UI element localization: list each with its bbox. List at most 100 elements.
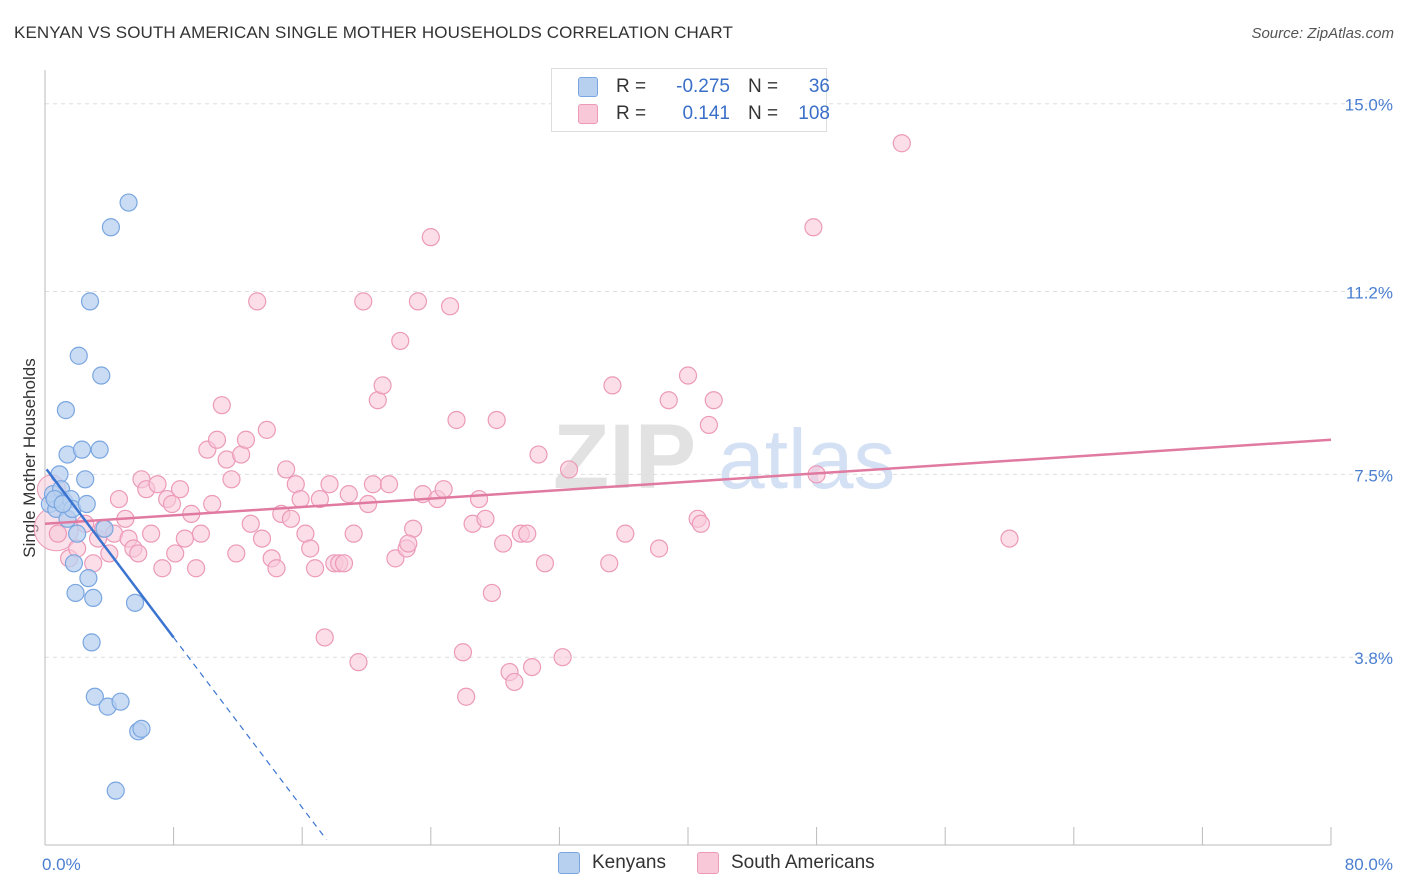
south-americans-point: [373, 376, 392, 395]
y-tick-label: 7.5%: [1354, 466, 1393, 485]
south-americans-point: [315, 628, 334, 647]
south-americans-point: [691, 514, 710, 533]
legend-item-kenyans[interactable]: Kenyans: [558, 852, 666, 874]
south-americans-point: [379, 475, 399, 494]
south-americans-point: [363, 475, 383, 494]
y-tick-label: 11.2%: [1346, 284, 1393, 303]
south-americans-point: [616, 524, 635, 543]
r-label: R =: [616, 76, 647, 97]
south-americans-point: [153, 559, 172, 578]
south-americans-point: [175, 529, 194, 548]
x-tick-marks: [173, 827, 1332, 845]
south-americans-point: [291, 489, 310, 509]
south-americans-point: [310, 489, 329, 509]
n-label: N =: [748, 76, 779, 97]
kenyans-point: [80, 292, 100, 311]
south-americans-point: [354, 292, 373, 311]
south-americans-point: [148, 475, 167, 494]
legend-row-kenyans: R = -0.275 N = 36: [578, 75, 830, 99]
watermark: ZIP atlas: [553, 406, 895, 508]
kenyans-point: [76, 470, 95, 489]
south-americans-point: [603, 376, 622, 395]
south-americans-point: [399, 534, 418, 553]
south-americans-point: [447, 410, 466, 430]
south-americans-point: [339, 485, 358, 504]
south-americans-point: [440, 297, 460, 316]
x-tick-labels: 0.0% 80.0%: [42, 855, 1393, 874]
south-americans-point: [487, 410, 506, 430]
south-americans-point: [162, 494, 182, 514]
kenyans-point: [72, 440, 92, 459]
south-americans-point: [699, 415, 718, 435]
series-legend: Kenyans South Americans: [0, 852, 1406, 876]
south-americans-point: [141, 524, 161, 543]
south-americans-point: [281, 509, 301, 528]
south-americans-point: [320, 475, 339, 494]
r-value: 0.141: [682, 103, 730, 124]
south-americans-point: [207, 430, 227, 449]
south-americans-point: [1000, 529, 1019, 548]
south-americans-point: [166, 544, 185, 563]
south-americans-point: [48, 524, 67, 543]
gridlines: [45, 103, 1392, 658]
kenyans-point: [119, 193, 138, 212]
south-americans-point: [649, 539, 669, 558]
south-americans-point: [203, 494, 222, 514]
kenyans-point: [132, 719, 151, 738]
kenyans-point: [92, 366, 111, 385]
kenyans-trend-line: [45, 468, 175, 639]
south-americans-point: [482, 583, 501, 603]
south-americans-point: [334, 554, 354, 573]
watermark-zip: ZIP: [553, 406, 696, 508]
south-americans-point: [559, 460, 579, 479]
kenyans-point: [82, 633, 101, 652]
south-americans-point: [257, 420, 276, 439]
south-americans-point: [267, 559, 286, 578]
kenyans-point: [64, 554, 84, 573]
kenyans-point: [90, 440, 109, 459]
south-americans-trend-line: [44, 438, 1332, 526]
south-americans-point: [704, 391, 723, 410]
trend-lines: [44, 438, 1332, 840]
south-americans-point: [252, 529, 272, 548]
kenyans-point: [95, 519, 114, 538]
south-americans-point: [457, 687, 476, 706]
legend-item-south-americans[interactable]: South Americans: [697, 852, 875, 874]
south-americans-point: [505, 672, 524, 692]
kenyans-point: [56, 401, 75, 420]
kenyans-point: [68, 524, 87, 543]
south-americans-point: [408, 292, 428, 311]
south-americans-point: [277, 460, 296, 479]
south-americans-swatch: [578, 104, 598, 124]
south-americans-point: [349, 653, 368, 672]
kenyans-points: [40, 193, 151, 800]
south-americans-point: [236, 430, 256, 449]
kenyans-point: [125, 593, 145, 612]
source-credit: Source: ZipAtlas.com: [1251, 25, 1394, 42]
south-americans-point: [678, 366, 698, 385]
n-value: 36: [808, 76, 830, 97]
y-tick-label: 15.0%: [1345, 96, 1393, 115]
south-americans-legend-swatch: [697, 852, 719, 874]
kenyans-point: [66, 583, 85, 603]
south-americans-point: [248, 292, 267, 311]
south-americans-point: [804, 218, 823, 237]
kenyans-legend-label: Kenyans: [592, 852, 666, 873]
south-americans-point: [600, 554, 619, 573]
kenyans-point: [69, 346, 88, 365]
kenyans-point: [111, 692, 130, 711]
x-tick-label-max: 80.0%: [1345, 855, 1393, 874]
south-americans-point: [305, 559, 325, 578]
n-label: N =: [748, 103, 779, 124]
south-americans-point: [129, 544, 148, 563]
south-americans-legend-label: South Americans: [731, 852, 875, 873]
south-americans-point: [892, 134, 911, 153]
n-value: 108: [798, 103, 830, 124]
south-americans-point: [241, 514, 260, 533]
kenyans-point: [85, 687, 104, 706]
kenyans-point: [79, 569, 98, 588]
south-americans-point: [187, 559, 206, 578]
south-americans-point: [518, 524, 537, 543]
watermark-atlas: atlas: [718, 412, 895, 506]
south-americans-point: [344, 524, 363, 543]
